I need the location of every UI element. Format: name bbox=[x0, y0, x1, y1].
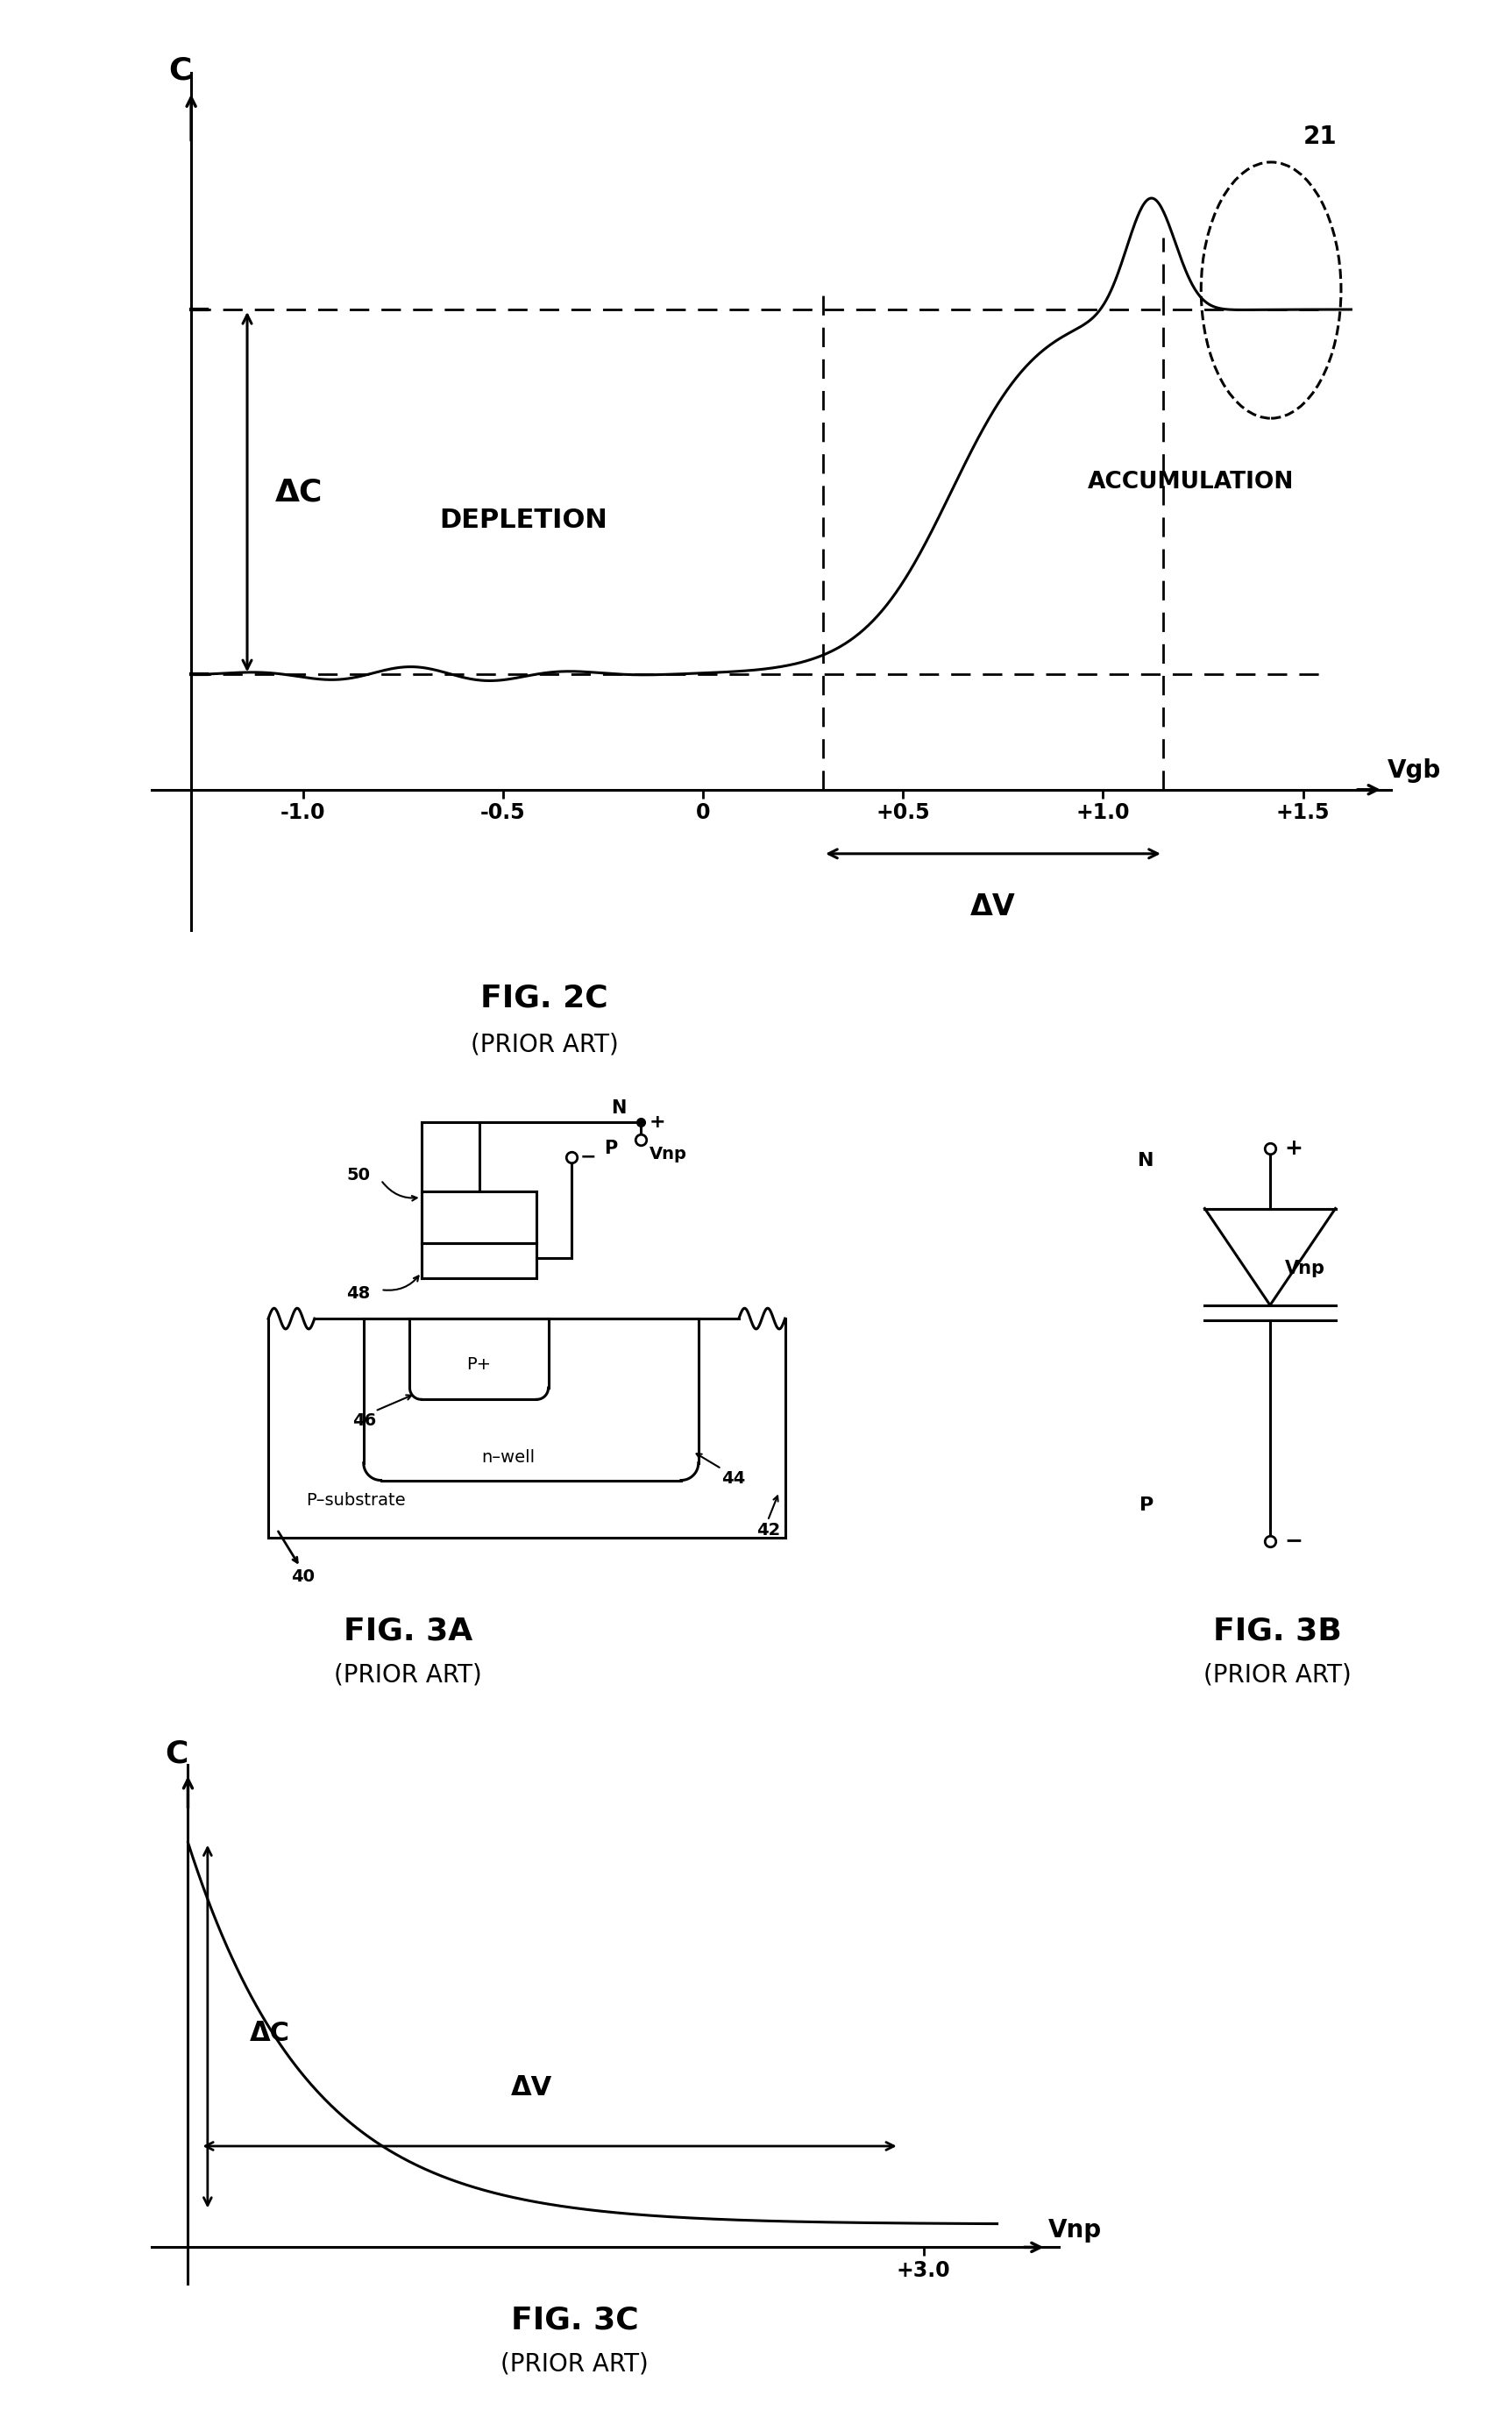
Text: −: − bbox=[1285, 1530, 1303, 1552]
Text: P–substrate: P–substrate bbox=[305, 1491, 405, 1508]
Text: DEPLETION: DEPLETION bbox=[438, 508, 608, 534]
Text: ΔC: ΔC bbox=[249, 2021, 290, 2047]
Text: (PRIOR ART): (PRIOR ART) bbox=[500, 2352, 649, 2376]
Text: ACCUMULATION: ACCUMULATION bbox=[1089, 471, 1294, 493]
Text: (PRIOR ART): (PRIOR ART) bbox=[470, 1032, 618, 1056]
Text: P+: P+ bbox=[467, 1356, 491, 1373]
Text: C: C bbox=[165, 1740, 187, 1769]
Text: 46: 46 bbox=[352, 1412, 376, 1428]
Text: Vnp: Vnp bbox=[1285, 1259, 1325, 1279]
Text: 48: 48 bbox=[346, 1286, 370, 1303]
Text: Vgb: Vgb bbox=[1387, 759, 1441, 783]
Text: P: P bbox=[605, 1141, 617, 1158]
Text: +: + bbox=[1285, 1138, 1303, 1158]
Text: 44: 44 bbox=[721, 1470, 745, 1486]
Text: ΔV: ΔV bbox=[511, 2074, 552, 2100]
Text: (PRIOR ART): (PRIOR ART) bbox=[1204, 1663, 1352, 1687]
Text: ΔC: ΔC bbox=[275, 476, 324, 508]
Text: (PRIOR ART): (PRIOR ART) bbox=[334, 1663, 482, 1687]
Text: +: + bbox=[649, 1114, 665, 1131]
Text: N: N bbox=[1137, 1153, 1154, 1170]
Text: P: P bbox=[1140, 1496, 1154, 1513]
Text: N: N bbox=[611, 1100, 626, 1117]
Text: FIG. 3B: FIG. 3B bbox=[1213, 1617, 1343, 1646]
Text: 40: 40 bbox=[292, 1569, 314, 1586]
Text: C: C bbox=[168, 56, 191, 85]
Text: FIG. 2C: FIG. 2C bbox=[481, 984, 608, 1013]
Text: 42: 42 bbox=[756, 1523, 780, 1540]
Text: Vnp: Vnp bbox=[1049, 2219, 1102, 2243]
Text: n–well: n–well bbox=[481, 1448, 535, 1465]
Text: FIG. 3A: FIG. 3A bbox=[343, 1617, 473, 1646]
Text: FIG. 3C: FIG. 3C bbox=[511, 2306, 638, 2335]
Text: 50: 50 bbox=[346, 1167, 370, 1184]
Text: ΔV: ΔV bbox=[971, 892, 1016, 921]
Text: Vnp: Vnp bbox=[649, 1146, 686, 1163]
Text: 21: 21 bbox=[1303, 126, 1337, 150]
Text: −: − bbox=[581, 1148, 596, 1165]
